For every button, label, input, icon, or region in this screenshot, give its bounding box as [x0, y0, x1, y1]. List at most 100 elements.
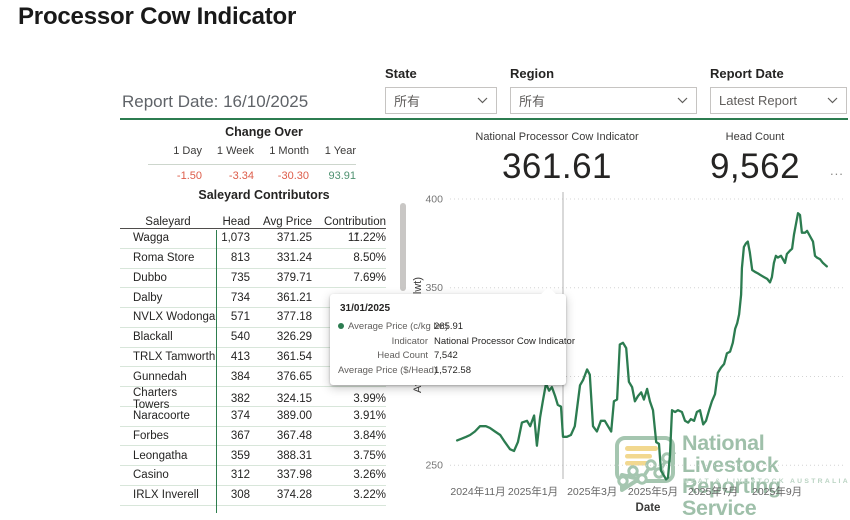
change-over-value: -1.50 — [176, 170, 202, 182]
tooltip-rows: Average Price (c/kg lwt) 265.91 Indicator N… — [338, 321, 575, 376]
cell-saleyard: Charters Towers — [133, 387, 178, 411]
tooltip-row-value: 1,572.58 — [434, 364, 471, 376]
cell-contribution: 3.26% — [353, 469, 386, 482]
column-header-saleyard[interactable]: Saleyard — [145, 216, 191, 228]
price-line-chart[interactable]: National Livestock Reporting Service MEA… — [410, 185, 850, 518]
table-row[interactable]: TRLX Tamworth 413 361.54 — [120, 348, 386, 368]
cell-head: 374 — [230, 410, 250, 423]
kpi-label: National Processor Cow Indicator — [475, 131, 639, 143]
price-series-line — [455, 212, 828, 481]
table-row[interactable]: Wagga 1,073 371.25 11.22% — [120, 229, 386, 249]
state-filter-label: State — [385, 66, 417, 81]
series-bullet-icon — [338, 323, 344, 330]
cell-avg-price: 326.29 — [276, 331, 312, 344]
cell-head: 734 — [230, 291, 250, 304]
cell-avg-price: 337.98 — [276, 469, 312, 482]
header-divider — [120, 118, 848, 120]
kpi-label: Head Count — [725, 131, 785, 143]
change-over-columns: 1 Day 1 Week 1 Month 1 Year — [148, 145, 356, 157]
cell-head: 540 — [230, 331, 250, 344]
table-row[interactable]: Casino 312 337.98 3.26% — [120, 466, 386, 486]
kpi-national-processor-cow-indicator: National Processor Cow Indicator 361.61 — [432, 131, 682, 187]
kpi-value: 361.61 — [501, 147, 613, 186]
table-row[interactable]: Blackall 540 326.29 — [120, 328, 386, 348]
tooltip-row-value: 265.91 — [434, 321, 464, 332]
x-axis-tick-label: 2025年1月 — [508, 485, 558, 498]
x-axis-tick-label: 2025年7月 — [688, 485, 738, 498]
cell-contribution: 3.75% — [353, 449, 386, 462]
table-scrollbar[interactable] — [400, 203, 406, 291]
contributors-header-row[interactable]: Saleyard Head Avg Price Contribution ▼ — [120, 206, 386, 238]
tooltip-row-value: 7,542 — [434, 350, 458, 361]
cell-saleyard: Casino — [133, 469, 169, 482]
sort-descending-icon: ▼ — [354, 232, 360, 238]
table-row[interactable]: IRLX Inverell 308 374.28 3.22% — [120, 486, 386, 506]
region-dropdown[interactable]: 所有 — [510, 87, 697, 114]
y-axis-tick-label: 400 — [425, 194, 443, 206]
cell-avg-price: 331.24 — [276, 252, 312, 265]
cell-head: 359 — [230, 449, 250, 462]
x-axis-tick-label: 2025年3月 — [567, 485, 617, 498]
cell-avg-price: 376.65 — [276, 370, 312, 383]
state-dropdown[interactable]: 所有 — [385, 87, 497, 114]
cell-avg-price: 361.21 — [276, 291, 312, 304]
chevron-down-icon — [677, 97, 688, 104]
column-header-head[interactable]: Head — [222, 216, 251, 228]
kpi-value: 9,562 — [709, 147, 801, 186]
cell-avg-price: 361.54 — [276, 350, 312, 363]
region-filter-label: Region — [510, 66, 555, 81]
cell-avg-price: 374.28 — [276, 489, 312, 502]
cell-contribution: 3.91% — [353, 410, 386, 423]
chart-tooltip: 31/01/2025 Average Price (c/kg lwt) 265.9… — [330, 286, 575, 385]
cell-head: 735 — [230, 271, 250, 284]
kpi-head-count: Head Count 9,562 — [660, 131, 850, 187]
cell-saleyard: Leongatha — [133, 449, 188, 462]
tooltip-row-label: Average Price ($/Head) — [338, 364, 438, 376]
cell-head: 384 — [230, 370, 250, 383]
chevron-down-icon — [477, 97, 488, 104]
y-axis-tick-label: 350 — [425, 282, 443, 294]
cell-head: 367 — [230, 429, 250, 442]
x-axis-title: Date — [636, 502, 661, 514]
table-row[interactable]: NVLX Wodonga 571 377.18 — [120, 308, 386, 328]
contributors-title: Saleyard Contributors — [198, 188, 330, 202]
change-over-column-label: 1 Week — [216, 145, 254, 157]
table-row[interactable]: Charters Towers 382 324.15 3.99% — [120, 387, 386, 411]
x-axis-tick-label: 2025年9月 — [752, 485, 802, 498]
contributors-rows: Wagga 1,073 371.25 11.22% Roma Store 813 331.2… — [120, 229, 386, 506]
cell-head: 382 — [230, 393, 250, 405]
report-date-filter-label: Report Date — [710, 66, 784, 81]
tooltip-date: 31/01/2025 — [340, 303, 391, 314]
state-dropdown-value: 所有 — [394, 94, 421, 109]
column-header-contribution[interactable]: Contribution ▼ — [323, 216, 386, 238]
cell-avg-price: 388.31 — [276, 449, 312, 462]
table-row[interactable]: Dalby 734 361.21 — [120, 288, 386, 308]
table-row[interactable]: Dubbo 735 379.71 7.69% — [120, 269, 386, 289]
change-over-value: -3.34 — [228, 170, 254, 182]
y-axis-tick-label: 250 — [425, 460, 443, 472]
change-over-title: Change Over — [225, 125, 303, 139]
cell-head: 413 — [230, 350, 250, 363]
cell-head: 813 — [230, 252, 250, 265]
cell-avg-price: 324.15 — [276, 393, 312, 405]
table-row[interactable]: Roma Store 813 331.24 8.50% — [120, 249, 386, 269]
change-over-separator — [148, 164, 356, 165]
cell-saleyard: IRLX Inverell — [133, 489, 199, 502]
chevron-down-icon — [827, 97, 838, 104]
change-over-column-label: 1 Day — [173, 145, 202, 157]
cell-avg-price: 377.18 — [276, 311, 312, 324]
report-date-dropdown[interactable]: Latest Report — [710, 87, 847, 114]
tooltip-row-value: National Processor Cow Indicator — [434, 335, 575, 347]
more-options-icon[interactable]: ... — [830, 163, 844, 178]
cell-head: 312 — [230, 469, 250, 482]
x-axis-tick-label: 2025年5月 — [628, 485, 678, 498]
cell-saleyard: Blackall — [133, 331, 173, 344]
cell-avg-price: 371.25 — [276, 232, 312, 245]
nlrs-logo-tagline: MEAT & LIVESTOCK AUSTRALIA — [683, 478, 850, 485]
column-header-avg-price[interactable]: Avg Price — [262, 216, 312, 228]
table-row[interactable]: Naracoorte 374 389.00 3.91% — [120, 407, 386, 427]
tooltip-row-label: Indicator — [391, 335, 428, 347]
table-row[interactable]: Forbes 367 367.48 3.84% — [120, 427, 386, 447]
table-row[interactable]: Leongatha 359 388.31 3.75% — [120, 446, 386, 466]
